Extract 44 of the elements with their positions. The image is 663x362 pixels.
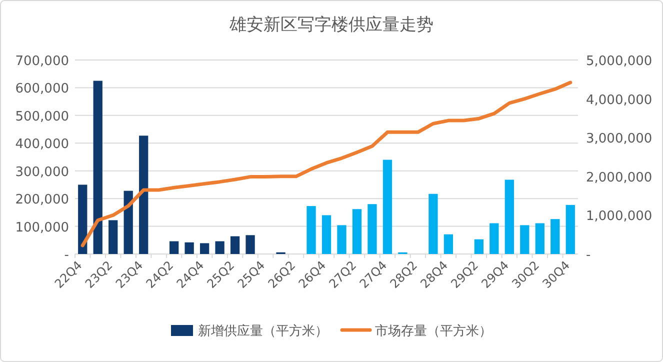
chart-title: 雄安新区写字楼供应量走势 xyxy=(228,15,434,35)
bar xyxy=(504,180,514,254)
y2-tick-label: 4,000,000 xyxy=(586,92,652,108)
legend-label: 新增供应量（平方米） xyxy=(198,323,328,339)
y-tick-label: 300,000 xyxy=(15,164,69,180)
bar xyxy=(444,234,454,254)
bar xyxy=(200,243,210,254)
y2-tick-label: - xyxy=(586,248,591,263)
bar xyxy=(352,209,362,254)
y-tick-label: 600,000 xyxy=(15,82,69,97)
bar xyxy=(490,223,499,254)
bar xyxy=(520,225,530,254)
bar xyxy=(306,206,316,254)
bar xyxy=(124,190,133,254)
bar xyxy=(382,160,392,254)
bar xyxy=(78,184,88,254)
bar xyxy=(337,225,346,254)
legend-label: 市场存量（平方米） xyxy=(375,323,492,339)
bar xyxy=(139,136,148,254)
bar xyxy=(108,220,118,254)
line-series xyxy=(80,80,572,248)
y2-tick-label: 3,000,000 xyxy=(586,132,652,147)
bar xyxy=(184,242,194,254)
bar xyxy=(246,235,255,254)
y-tick-label: 200,000 xyxy=(15,192,69,208)
bar xyxy=(550,219,560,254)
y-tick-label: - xyxy=(64,248,70,263)
y2-tick-label: 5,000,000 xyxy=(586,54,652,69)
bar xyxy=(93,80,102,254)
bar xyxy=(322,215,332,254)
bar xyxy=(535,223,544,254)
y-tick-label: 400,000 xyxy=(15,137,69,152)
bar xyxy=(230,236,240,254)
y-tick-label: 500,000 xyxy=(15,109,69,124)
y2-tick-label: 1,000,000 xyxy=(586,209,652,224)
bar xyxy=(215,241,224,254)
y-tick-label: 100,000 xyxy=(15,220,69,236)
bar xyxy=(474,239,484,254)
bar xyxy=(428,194,438,254)
bar xyxy=(170,241,179,254)
y2-tick-label: 2,000,000 xyxy=(586,170,652,186)
bar xyxy=(368,204,377,254)
y-tick-label: 700,000 xyxy=(15,54,69,69)
bar xyxy=(566,204,575,254)
